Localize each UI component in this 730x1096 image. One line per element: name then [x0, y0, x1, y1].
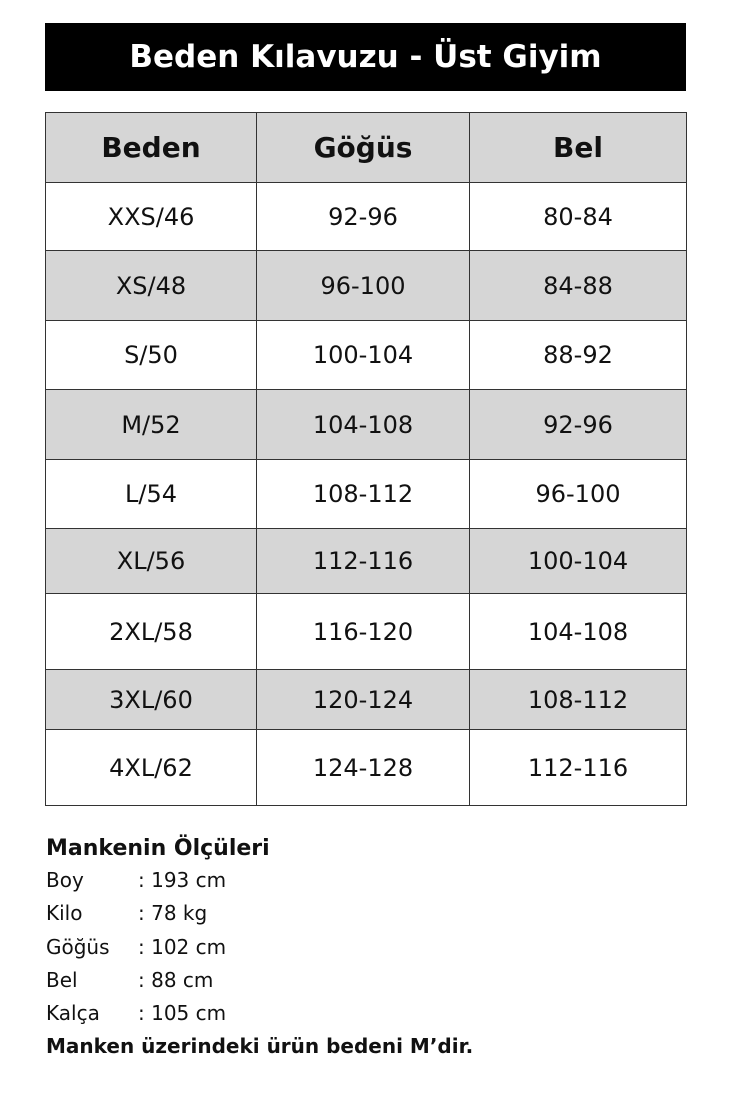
- table-row: 2XL/58 116-120 104-108: [45, 593, 687, 670]
- cell-chest: 104-108: [256, 389, 470, 460]
- measurement-value: : 88 cm: [138, 967, 214, 992]
- cell-chest: 112-116: [256, 528, 470, 594]
- measurement-value: : 102 cm: [138, 934, 227, 959]
- table-row: S/50 100-104 88-92: [45, 320, 687, 390]
- table-row: M/52 104-108 92-96: [45, 389, 687, 460]
- model-heading: Mankenin Ölçüleri: [46, 836, 270, 861]
- model-size-note: Manken üzerindeki ürün bedeni M’dir.: [46, 1034, 474, 1059]
- table-row: XL/56 112-116 100-104: [45, 528, 687, 594]
- cell-chest: 124-128: [256, 729, 470, 806]
- model-measurements: Mankenin Ölçüleri Boy : 193 cm Kilo : 78 kg…: [46, 834, 473, 1064]
- header-bel: Bel: [469, 112, 687, 183]
- measurement-label: Bel: [46, 967, 78, 992]
- cell-chest: 116-120: [256, 593, 470, 670]
- measurement-label: Kalça: [46, 1001, 100, 1026]
- cell-waist: 84-88: [469, 250, 687, 321]
- cell-chest: 108-112: [256, 459, 470, 529]
- cell-size: 4XL/62: [45, 729, 257, 806]
- measurement-row: Kilo : 78 kg: [46, 897, 473, 930]
- measurement-value: : 105 cm: [138, 1001, 227, 1026]
- cell-waist: 96-100: [469, 459, 687, 529]
- size-table: Beden Göğüs Bel XXS/46 92-96 80-84 XS/48 96-…: [45, 112, 687, 806]
- cell-size: 2XL/58: [45, 593, 257, 670]
- table-header: Beden Göğüs Bel: [45, 112, 687, 183]
- measurement-label: Göğüs: [46, 934, 110, 959]
- cell-waist: 108-112: [469, 669, 687, 730]
- cell-chest: 100-104: [256, 320, 470, 390]
- measurement-label: Boy: [46, 868, 84, 892]
- header-beden: Beden: [45, 112, 257, 183]
- table-row: XS/48 96-100 84-88: [45, 250, 687, 321]
- measurement-row: Kalça : 105 cm: [46, 997, 473, 1030]
- table-row: L/54 108-112 96-100: [45, 459, 687, 529]
- measurement-row: Boy : 193 cm: [46, 864, 473, 897]
- measurement-value: : 78 kg: [138, 901, 208, 926]
- cell-chest: 96-100: [256, 250, 470, 321]
- cell-chest: 120-124: [256, 669, 470, 730]
- cell-waist: 80-84: [469, 182, 687, 251]
- cell-size: XS/48: [45, 250, 257, 321]
- cell-waist: 112-116: [469, 729, 687, 806]
- table-row: 3XL/60 120-124 108-112: [45, 669, 687, 730]
- cell-size: M/52: [45, 389, 257, 460]
- measurement-label: Kilo: [46, 901, 83, 926]
- page-title: Beden Kılavuzu - Üst Giyim: [45, 23, 686, 91]
- cell-waist: 100-104: [469, 528, 687, 594]
- table-row: 4XL/62 124-128 112-116: [45, 729, 687, 806]
- cell-size: L/54: [45, 459, 257, 529]
- cell-size: XL/56: [45, 528, 257, 594]
- header-gogus: Göğüs: [256, 112, 470, 183]
- measurement-value: : 193 cm: [138, 868, 227, 892]
- cell-waist: 88-92: [469, 320, 687, 390]
- table-row: XXS/46 92-96 80-84: [45, 182, 687, 251]
- cell-waist: 92-96: [469, 389, 687, 460]
- cell-chest: 92-96: [256, 182, 470, 251]
- cell-waist: 104-108: [469, 593, 687, 670]
- measurement-row: Göğüs : 102 cm: [46, 931, 473, 964]
- measurement-row: Bel : 88 cm: [46, 964, 473, 997]
- cell-size: XXS/46: [45, 182, 257, 251]
- cell-size: S/50: [45, 320, 257, 390]
- cell-size: 3XL/60: [45, 669, 257, 730]
